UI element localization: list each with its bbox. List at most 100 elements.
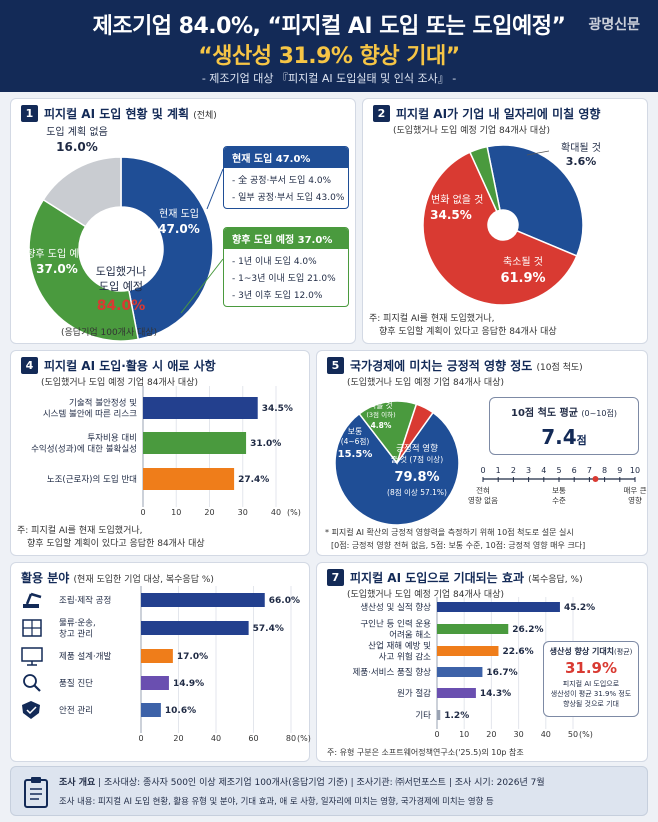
robot-arm-icon xyxy=(23,592,42,608)
average-score-range: (0~10점) xyxy=(581,409,617,418)
section-number: 1 xyxy=(21,105,38,122)
monitor-design-icon xyxy=(21,647,43,666)
header-banner: 제조기업 84.0%, “피지컬 AI 도입 또는 도입예정” “생산성 31.… xyxy=(0,0,658,92)
scale-anchor-label: 영향 xyxy=(628,495,642,505)
pie-slice xyxy=(358,400,418,465)
category-label: 기타 xyxy=(415,711,431,721)
category-label: 물류·운송, xyxy=(59,619,96,629)
bar xyxy=(143,468,235,490)
slice-label: 확대될 것 xyxy=(561,142,601,154)
callout-title-line: 생산성 향상 기대치(평균) xyxy=(544,646,638,657)
panel-note: 향후 도입할 계획이 있다고 응답한 84개사 대상 xyxy=(27,539,205,549)
bar-value-label: 22.6% xyxy=(502,647,533,657)
panel-jobs-impact: 2 피지컬 AI가 기업 내 일자리에 미칠 영향 (도입했거나 도입 예정 기업… xyxy=(362,98,648,344)
donut-center-label: 도입 예정 xyxy=(99,280,143,293)
slice-value: 37.0% xyxy=(36,262,78,276)
donut-center-value: 84.0% xyxy=(97,298,146,314)
category-label: 투자비용 대비 xyxy=(87,434,137,444)
bar-value-label: 31.0% xyxy=(250,439,281,449)
average-marker xyxy=(592,476,599,482)
panel-economy-impact: 5 국가경제에 미치는 긍정적 영향 정도 (10점 척도) (도입했거나 도입 … xyxy=(316,350,648,556)
scale-anchor-label: 수준 xyxy=(552,496,566,505)
bar xyxy=(141,649,173,663)
bar-value-label: 17.0% xyxy=(177,652,208,662)
panel-title: 1 피지컬 AI 도입 현황 및 계획 (전체) xyxy=(21,105,217,122)
pie-slice xyxy=(486,144,584,257)
survey-overview-footer: 조사 개요 | 조사대상: 종사자 500인 이상 제조기업 100개사(응답기… xyxy=(10,766,648,816)
page-subtitle-highlight: “생산성 31.9% 향상 기대” xyxy=(198,44,460,69)
scale-tick-label: 4 xyxy=(541,466,546,475)
slice-value: 3.6% xyxy=(566,155,597,168)
scale-tick-label: 3 xyxy=(526,466,531,475)
category-label: 기술적 불안정성 및 xyxy=(69,398,137,409)
average-score-box: 10점 척도 평균 (0~10점) 7.4점 xyxy=(489,397,639,455)
donut-center-label: 도입했거나 xyxy=(96,265,147,278)
section-title: 피지컬 AI가 기업 내 일자리에 미칠 영향 xyxy=(396,107,601,121)
pie-slice xyxy=(422,151,578,306)
panel-note: 향후 도입할 계획이 있다고 응답한 84개사 대상 xyxy=(379,327,557,337)
bar xyxy=(437,646,499,656)
warehouse-icon xyxy=(22,619,42,637)
section-number: 2 xyxy=(373,105,390,122)
panel-subtitle: (도입했거나 도입 예정 기업 84개사 대상) xyxy=(347,590,504,600)
axis-tick-label: 0 xyxy=(434,730,439,739)
footer-agency: 조사기관: ㈜서던포스트 xyxy=(356,778,446,788)
average-score-unit: 점 xyxy=(576,434,587,447)
section-number: 7 xyxy=(327,569,344,586)
scale-tick-label: 9 xyxy=(617,466,622,475)
bar xyxy=(143,432,247,454)
clipboard-icon xyxy=(24,777,48,808)
slice-label: 도입 계획 없음 xyxy=(46,125,108,138)
category-label: 창고 관리 xyxy=(59,629,93,640)
bar-value-label: 34.5% xyxy=(262,404,293,414)
scale-anchor-label: 전혀 xyxy=(476,485,490,495)
section-number: 4 xyxy=(21,357,38,374)
axis-tick-label: 30 xyxy=(514,730,524,739)
category-label: 품질 진단 xyxy=(59,678,93,689)
slice-label: (4~6점) xyxy=(341,436,370,446)
category-label: 산업 재해 예방 및 xyxy=(368,641,431,652)
panel-note: * 피지컬 AI 확산의 긍정적 영향력을 측정하기 위해 10점 척도로 설문… xyxy=(325,528,574,537)
bar-value-label: 10.6% xyxy=(165,706,196,716)
slice-label: 긍정적 영향 xyxy=(396,443,438,454)
panel-adoption-status: 1 피지컬 AI 도입 현황 및 계획 (전체) 도입했거나 도입 예정 84.0… xyxy=(10,98,356,344)
panel-subtitle: (도입했거나 도입 예정 기업 84개사 대상) xyxy=(41,378,198,388)
category-label: 수익성(성과)에 대한 불확실성 xyxy=(31,444,137,455)
average-score-value: 7.4 xyxy=(541,425,577,449)
section-number: 5 xyxy=(327,357,344,374)
slice-value: 61.9% xyxy=(500,271,545,286)
category-label: 어려움 해소 xyxy=(389,630,431,641)
footer-period: 조사 시기: 2026년 7월 xyxy=(454,778,545,788)
category-label: 구인난 등 인력 운용 xyxy=(360,619,431,630)
footer-target: 조사대상: 종사자 500인 이상 제조기업 100개사(응답기업 기준) xyxy=(104,778,348,788)
panel-subtitle: (도입했거나 도입 예정 기업 84개사 대상) xyxy=(347,378,504,388)
bar xyxy=(143,397,258,419)
survey-name: - 제조기업 대상 『피지컬 AI 도입실태 및 인식 조사』 - xyxy=(201,72,457,85)
panel-usage-fields: 활용 분야 (현재 도입한 기업 대상, 복수응답 %) 0 20 40 60 80 (%… xyxy=(10,562,311,762)
watermark: 광명신문 xyxy=(588,17,640,33)
pie-slice xyxy=(396,403,435,464)
box-header: 현재 도입 47.0% xyxy=(224,147,348,168)
slice-label: 현재 도입 xyxy=(159,207,199,220)
slice-label: 축소될 것 xyxy=(503,256,543,268)
scale-tick-label: 1 xyxy=(496,466,501,475)
page-title: 제조기업 84.0%, “피지컬 AI 도입 또는 도입예정” xyxy=(92,14,566,39)
pie-slice xyxy=(468,145,501,213)
bar-value-label: 26.2% xyxy=(512,625,543,635)
slice-value: 47.0% xyxy=(158,222,200,236)
slice-value: 4.8% xyxy=(371,421,392,430)
slice-label: 큰 변화 없을 것 xyxy=(419,193,484,206)
bar xyxy=(437,667,483,677)
panel-title: 4 피지컬 AI 도입·활용 시 애로 사항 xyxy=(21,357,216,374)
bar xyxy=(437,710,441,720)
axis-tick-label: 50 xyxy=(568,730,578,739)
panel-source-note: 주: 유형 구분은 소프트웨어정책연구소('25.5)의 10p 참조 xyxy=(327,748,524,757)
bar-value-label: 45.2% xyxy=(564,603,595,613)
section-note: (10점 척도) xyxy=(536,363,583,373)
axis-tick-label: 0 xyxy=(138,734,143,743)
panel-title: 활용 분야 (현재 도입한 기업 대상, 복수응답 %) xyxy=(21,569,214,586)
axis-tick-label: 20 xyxy=(486,730,496,739)
average-score-title: 10점 척도 평균 (0~10점) xyxy=(490,404,638,419)
footer-line-2: 조사 내용: 피지컬 AI 도입 현황, 활용 유형 및 분야, 기대 효과, … xyxy=(59,796,494,806)
